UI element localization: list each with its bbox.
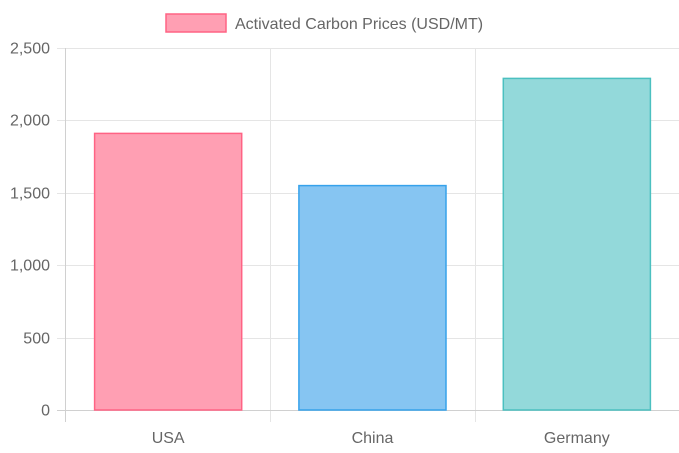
bars: [93, 77, 652, 411]
bar-usa: [93, 132, 243, 411]
bar-germany: [502, 77, 652, 411]
y-tick-label: 1,000: [10, 258, 50, 275]
y-tick-label: 500: [23, 331, 50, 348]
bar-china: [298, 184, 447, 411]
x-tick-label: Germany: [544, 430, 610, 447]
y-tick-label: 2,500: [10, 41, 50, 58]
legend[interactable]: Activated Carbon Prices (USD/MT): [165, 13, 483, 33]
y-tick-label: 2,000: [10, 113, 50, 130]
x-axis-tick-labels: USA China Germany: [152, 430, 610, 447]
y-tick-label: 0: [41, 403, 50, 420]
x-tick-label: China: [352, 430, 394, 447]
legend-swatch[interactable]: [165, 13, 227, 33]
y-tick-label: 1,500: [10, 186, 50, 203]
legend-label[interactable]: Activated Carbon Prices (USD/MT): [235, 16, 483, 33]
y-axis-tick-labels: 0 500 1,000 1,500 2,000 2,500: [10, 41, 50, 420]
x-tick-label: USA: [152, 430, 185, 447]
